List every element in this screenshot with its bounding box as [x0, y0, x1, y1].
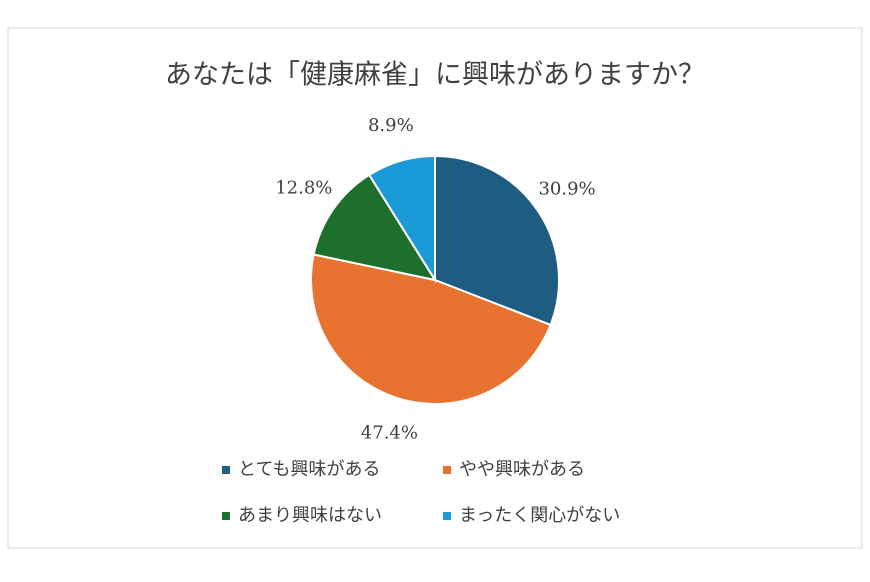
- data-label: 47.4%: [361, 422, 418, 443]
- data-label: 8.9%: [368, 115, 414, 136]
- pie-slice: [367, 154, 436, 284]
- pie-slice: [310, 253, 552, 405]
- legend-label: とても興味がある: [238, 459, 381, 480]
- legend-label: あまり興味はない: [238, 505, 382, 526]
- legend-label: まったく関心がない: [459, 505, 620, 526]
- pie-slice: [312, 173, 438, 282]
- pie-slice: [434, 154, 560, 327]
- data-label: 12.8%: [275, 177, 332, 198]
- legend-swatch: [222, 512, 230, 520]
- legend-swatch: [443, 466, 451, 474]
- data-label: 30.9%: [538, 179, 595, 200]
- legend-swatch: [443, 512, 451, 520]
- legend-swatch: [222, 466, 230, 474]
- legend-label: やや興味がある: [459, 459, 585, 480]
- chart-title: あなたは「健康麻雀」に興味がありますか？: [165, 60, 705, 91]
